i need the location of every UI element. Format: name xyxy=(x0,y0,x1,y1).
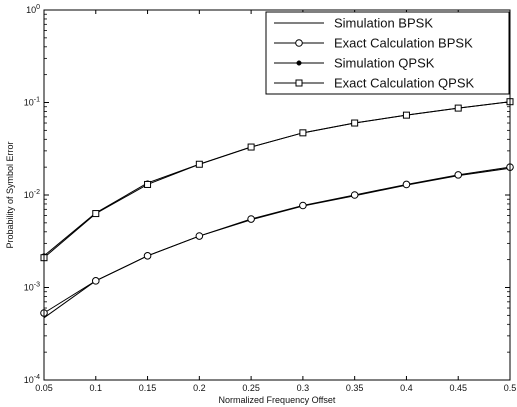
series-point-3 xyxy=(92,210,100,218)
plot-area-frame xyxy=(43,9,511,381)
series-point-3 xyxy=(454,104,462,112)
x-tick-label: 0.35 xyxy=(346,383,364,393)
x-tick-label: 0.2 xyxy=(193,383,206,393)
x-axis-label: Normalized Frequency Offset xyxy=(219,395,336,405)
y-tick-label: 10-1 xyxy=(24,97,40,108)
series-point-3 xyxy=(299,129,307,137)
legend-marker-1 xyxy=(295,39,303,47)
legend-box xyxy=(265,11,510,95)
series-point-1 xyxy=(143,252,152,260)
lines-layer xyxy=(40,98,514,319)
x-tick-label: 0.15 xyxy=(139,383,157,393)
legend-label-1: Exact Calculation BPSK xyxy=(334,36,473,51)
legend: Simulation BPSK Exact Calculation BPSK Sim… xyxy=(265,11,510,95)
series-point-1 xyxy=(195,232,204,240)
x-tick-label: 0.05 xyxy=(35,383,53,393)
series-point-3 xyxy=(351,119,359,127)
x-tick-label: 0.5 xyxy=(504,383,517,393)
x-tick-label: 0.45 xyxy=(449,383,467,393)
series-point-3 xyxy=(195,160,203,168)
y-tick-label: 10-2 xyxy=(24,189,40,200)
y-tick-label: 100 xyxy=(26,4,40,15)
series-point-3 xyxy=(144,180,152,188)
legend-label-0: Simulation BPSK xyxy=(334,16,433,31)
legend-label-2: Simulation QPSK xyxy=(334,56,435,71)
x-tick-label: 0.3 xyxy=(297,383,310,393)
series-point-1 xyxy=(454,171,463,179)
series-point-1 xyxy=(91,277,100,285)
series-point-1 xyxy=(299,201,307,210)
series-line-0 xyxy=(43,167,511,319)
series-point-1 xyxy=(350,191,359,199)
series-point-3 xyxy=(247,143,255,151)
legend-label-3: Exact Calculation QPSK xyxy=(334,76,475,91)
series-line-1 xyxy=(43,166,511,314)
x-tick-label: 0.25 xyxy=(242,383,260,393)
legend-marker-3 xyxy=(295,79,303,87)
series-point-1 xyxy=(402,180,411,189)
series-line-3 xyxy=(43,101,511,259)
x-tick-label: 0.1 xyxy=(90,383,103,393)
y-tick-label: 10-4 xyxy=(24,374,40,385)
y-tick-label: 10-3 xyxy=(24,282,40,293)
legend-marker-2 xyxy=(296,60,302,66)
series-point-3 xyxy=(402,111,410,119)
y-axis-label: Probability of Symbol Error xyxy=(5,141,15,248)
series-point-1 xyxy=(247,215,255,223)
x-tick-label: 0.4 xyxy=(400,383,413,393)
